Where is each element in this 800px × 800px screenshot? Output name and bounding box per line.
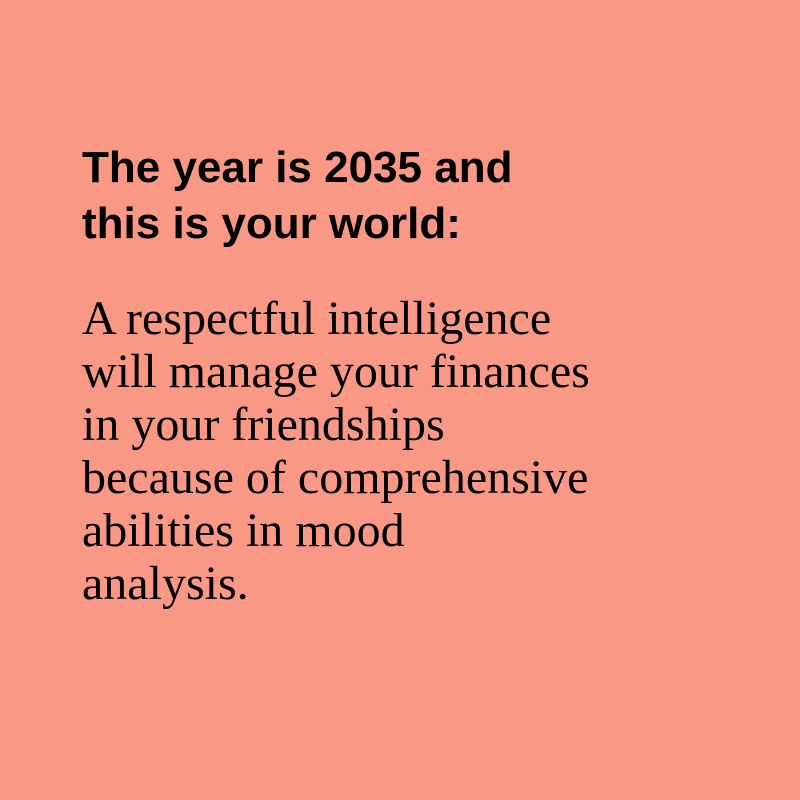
headline-line: this is your world: (82, 199, 461, 248)
headline: The year is 2035 and this is your world: (82, 140, 742, 252)
body-line: because of comprehensive (82, 451, 589, 504)
body-line: abilities in mood (82, 504, 405, 557)
body-line: will manage your finances (82, 345, 590, 398)
body-line: A respectful intelligence (82, 292, 552, 345)
headline-line: The year is 2035 and (82, 143, 513, 192)
body-paragraph: A respectful intelligence will manage yo… (82, 292, 762, 610)
body-line: in your friendships (82, 398, 445, 451)
body-line: analysis. (82, 557, 249, 610)
